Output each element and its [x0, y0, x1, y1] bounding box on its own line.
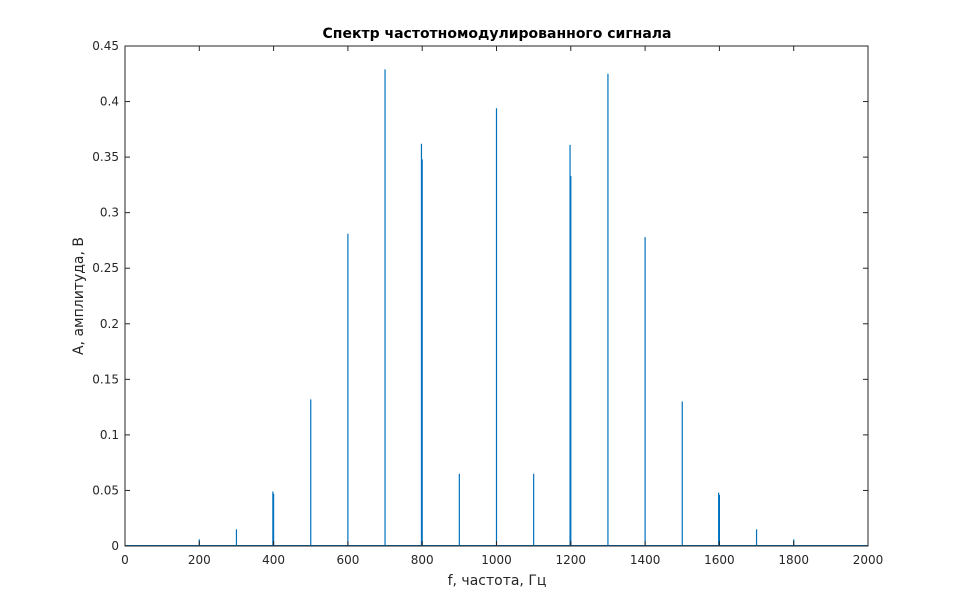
x-tick-label: 200: [188, 553, 211, 567]
chart-title: Спектр частотномодулированного сигнала: [323, 26, 672, 42]
y-tick-label: 0.45: [92, 39, 119, 53]
x-tick-label: 1400: [630, 553, 661, 567]
axes-box: [124, 45, 869, 547]
x-tick-label: 1800: [778, 553, 809, 567]
x-tick-label: 400: [262, 553, 285, 567]
y-tick-label: 0.2: [100, 317, 119, 331]
y-tick-label: 0.1: [100, 428, 119, 442]
y-tick-label: 0.15: [92, 372, 119, 386]
spectral-lines: [125, 69, 868, 546]
x-tick-label: 600: [336, 553, 359, 567]
y-tick-label: 0.4: [100, 95, 119, 109]
x-tick-label: 0: [121, 553, 129, 567]
y-axis-ticks: 0 0.05 0.1 0.15 0.2 0.25 0.3 0.35 0.4 0.45: [92, 39, 868, 553]
y-axis-label: А, амплитуда, В: [71, 237, 87, 355]
x-tick-label: 800: [411, 553, 434, 567]
y-tick-label: 0.25: [92, 261, 119, 275]
x-tick-label: 1000: [481, 553, 512, 567]
y-tick-label: 0: [111, 539, 119, 553]
x-tick-label: 1600: [704, 553, 735, 567]
x-tick-label: 2000: [853, 553, 884, 567]
x-axis-label: f, частота, Гц: [448, 573, 547, 589]
y-tick-label: 0.35: [92, 150, 119, 164]
y-tick-label: 0.3: [100, 206, 119, 220]
y-tick-label: 0.05: [92, 483, 119, 497]
x-axis-ticks: 0 200 400 600 800 1000 1200 1400 1600 1800 2000: [121, 46, 883, 567]
x-tick-label: 1200: [556, 553, 587, 567]
